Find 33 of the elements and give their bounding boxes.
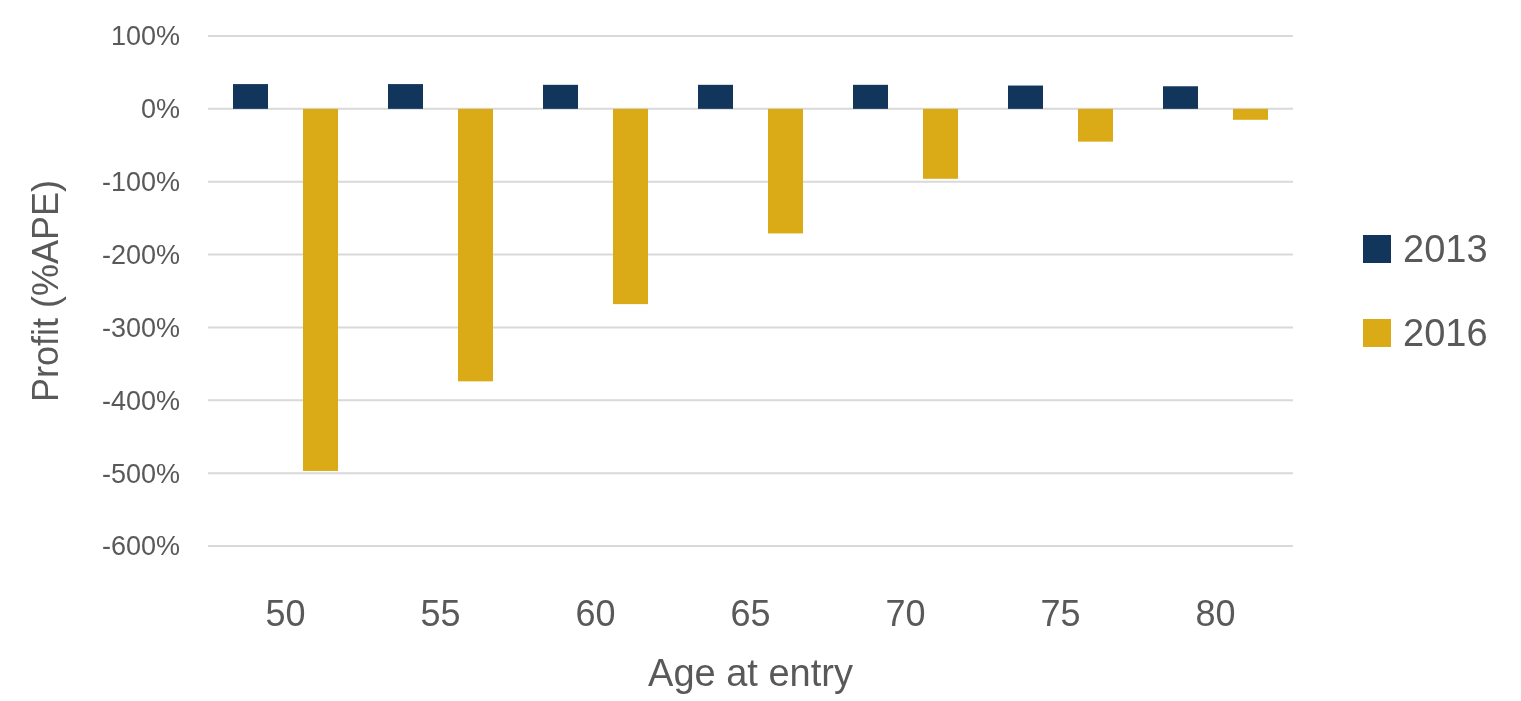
y-tick-label: 100% (110, 21, 180, 52)
bar (613, 108, 648, 305)
x-axis-title: Age at entry (648, 652, 853, 694)
bar (923, 108, 958, 179)
legend-label: 2013 (1403, 228, 1488, 271)
bar (768, 108, 803, 234)
x-tick-label: 55 (420, 593, 461, 634)
bar (698, 84, 733, 109)
bar (1008, 85, 1043, 109)
x-tick-label: 50 (265, 593, 306, 634)
y-axis-title: Profit (%APE) (25, 179, 66, 403)
x-tick-label: 60 (575, 593, 616, 634)
x-tick-label: 65 (730, 593, 771, 634)
bar (388, 84, 423, 109)
y-tick-label: -100% (101, 167, 180, 198)
bar (1078, 108, 1113, 142)
y-tick-label: -300% (101, 312, 180, 343)
x-tick-label: 70 (885, 593, 926, 634)
bar (543, 84, 578, 109)
legend-label: 2016 (1403, 312, 1488, 355)
bar (1163, 86, 1198, 109)
bar (233, 84, 268, 109)
y-tick-label: -400% (101, 385, 180, 416)
y-tick-label: -200% (101, 240, 180, 271)
bar (303, 108, 338, 471)
y-tick-label: 0% (140, 94, 180, 125)
x-tick-label: 75 (1040, 593, 1081, 634)
y-tick-label: -600% (101, 531, 180, 562)
bar (853, 84, 888, 109)
bar (458, 108, 493, 382)
y-tick-label: -500% (101, 458, 180, 489)
bar (1233, 108, 1268, 120)
x-tick-label: 80 (1195, 593, 1236, 634)
